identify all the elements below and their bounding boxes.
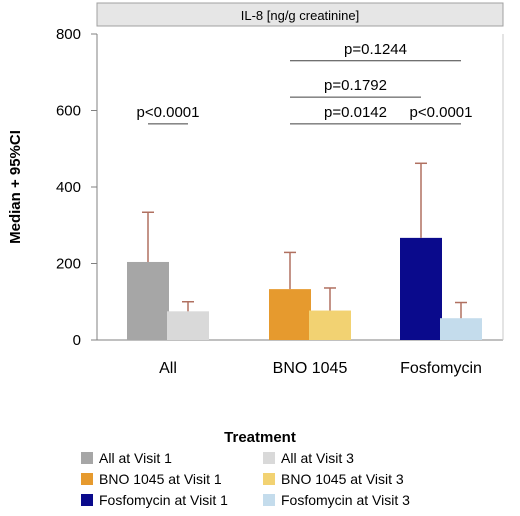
category-label: All [159, 360, 177, 377]
significance-brackets: p<0.0001 p=0.0142 p<0.0001 p=0.1792 p=0.1244 [137, 41, 473, 125]
p-value-label: p<0.0001 [137, 104, 200, 121]
category-label: Fosfomycin [400, 360, 482, 377]
legend-label: BNO 1045 at Visit 1 [99, 471, 222, 487]
legend-label: All at Visit 3 [281, 450, 354, 466]
category-labels: All BNO 1045 Fosfomycin [159, 360, 482, 377]
legend-label: Fosfomycin at Visit 3 [281, 492, 410, 508]
p-value-label: p<0.0001 [410, 104, 473, 121]
y-axis-label: Median + 95%CI [7, 130, 24, 244]
legend-swatch [81, 452, 93, 464]
legend-swatch [263, 494, 275, 506]
legend-label: BNO 1045 at Visit 3 [281, 471, 404, 487]
bar [309, 310, 351, 340]
legend-swatch [81, 473, 93, 485]
y-tick-label: 200 [56, 256, 81, 273]
legend-swatch [263, 473, 275, 485]
legend-label: All at Visit 1 [99, 450, 172, 466]
bar [269, 289, 311, 340]
y-ticks: 0 200 400 600 800 [56, 26, 97, 349]
y-tick-label: 600 [56, 103, 81, 120]
bar [400, 237, 442, 340]
legend-swatch [81, 494, 93, 506]
p-value-label: p=0.0142 [324, 104, 387, 121]
bars [127, 237, 482, 340]
y-tick-label: 800 [56, 26, 81, 43]
category-label: BNO 1045 [273, 360, 348, 377]
bar [440, 318, 482, 340]
legend-title: Treatment [224, 429, 296, 446]
p-value-label: p=0.1244 [344, 41, 407, 58]
bar [167, 311, 209, 340]
legend-swatch [263, 452, 275, 464]
y-tick-label: 0 [73, 332, 81, 349]
panel-header [96, 2, 504, 27]
y-tick-label: 400 [56, 179, 81, 196]
p-value-label: p=0.1792 [324, 77, 387, 94]
error-bars [142, 162, 467, 319]
legend-label: Fosfomycin at Visit 1 [99, 492, 228, 508]
chart-title: IL-8 [ng/g creatinine] [241, 8, 360, 23]
bar [127, 261, 169, 340]
legend: All at Visit 1 All at Visit 3 BNO 1045 at … [81, 450, 410, 508]
